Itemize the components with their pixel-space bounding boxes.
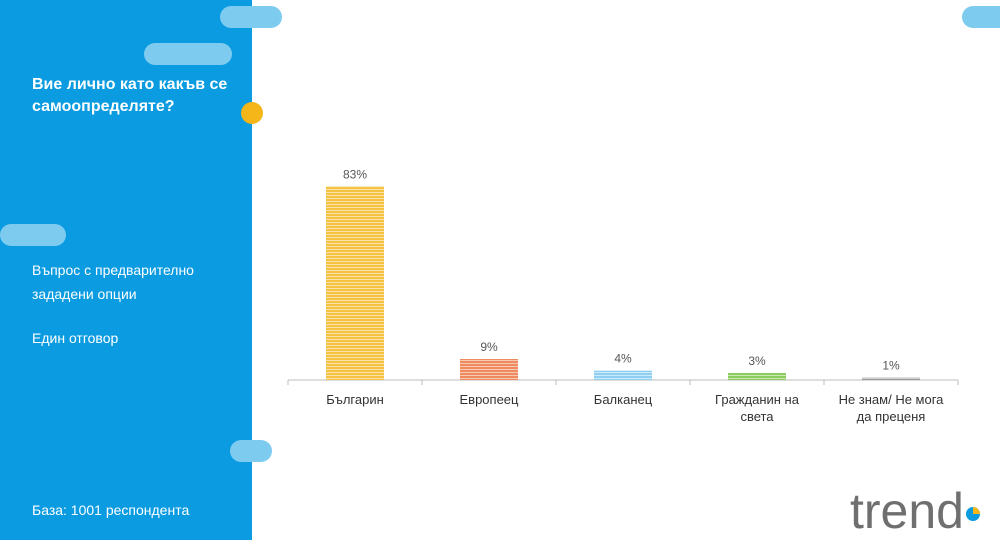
category-label: Европеец — [460, 392, 520, 407]
decor-dot — [241, 102, 263, 124]
answer-mode: Един отговор — [32, 330, 119, 346]
data-label: 83% — [343, 167, 367, 181]
data-label: 4% — [614, 352, 632, 366]
logo-text: trend — [850, 484, 964, 534]
category-label: Балканец — [594, 392, 653, 407]
left-panel: Вие лично като какъв се самоопределяте? … — [0, 0, 252, 540]
category-label: Гражданин на света — [715, 392, 800, 424]
question-type: Въпрос с предварително зададени опции — [32, 262, 194, 302]
decor-pill-top — [220, 6, 282, 28]
decor-pill-bottom — [230, 440, 272, 462]
data-label: 1% — [882, 359, 900, 373]
bar-3 — [594, 370, 652, 380]
decor-pill-left — [0, 224, 66, 246]
question-title: Вие лично като какъв се самоопределяте? — [32, 76, 228, 115]
trend-logo: trend — [850, 484, 980, 534]
logo-dot-yellow-icon — [973, 507, 980, 514]
decor-pill-right — [962, 6, 1000, 28]
category-label: Не знам/ Не мога да преценя — [839, 392, 945, 424]
bar-1 — [326, 186, 384, 380]
decor-pill-mid — [144, 43, 232, 65]
data-label: 9% — [480, 340, 498, 354]
data-label: 3% — [748, 354, 766, 368]
bar-2 — [460, 359, 518, 380]
bar-5 — [862, 377, 920, 380]
base-respondents: База: 1001 респондента — [32, 502, 190, 518]
category-label: Българин — [326, 392, 384, 407]
bar-chart: 83% Българин 9% Европеец 4% Балканец 3% Граждан… — [287, 167, 959, 424]
bar-4 — [728, 373, 786, 380]
